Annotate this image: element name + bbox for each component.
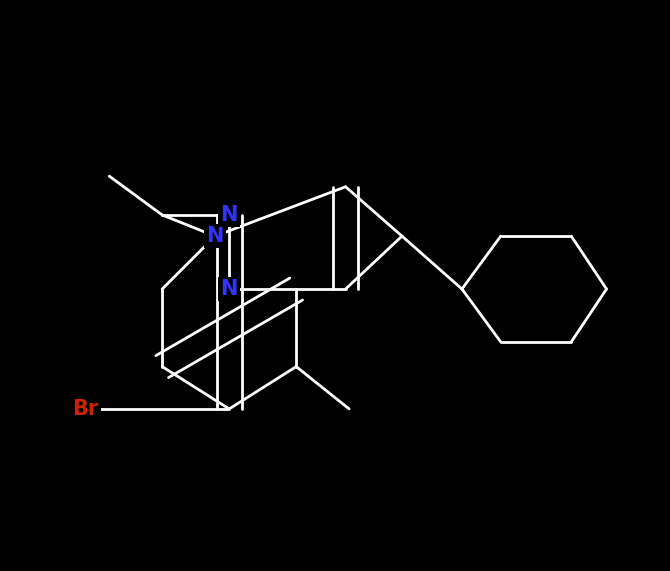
Text: N: N [206,226,224,246]
Text: Br: Br [72,399,98,419]
Text: N: N [220,205,238,225]
Text: N: N [220,279,238,299]
